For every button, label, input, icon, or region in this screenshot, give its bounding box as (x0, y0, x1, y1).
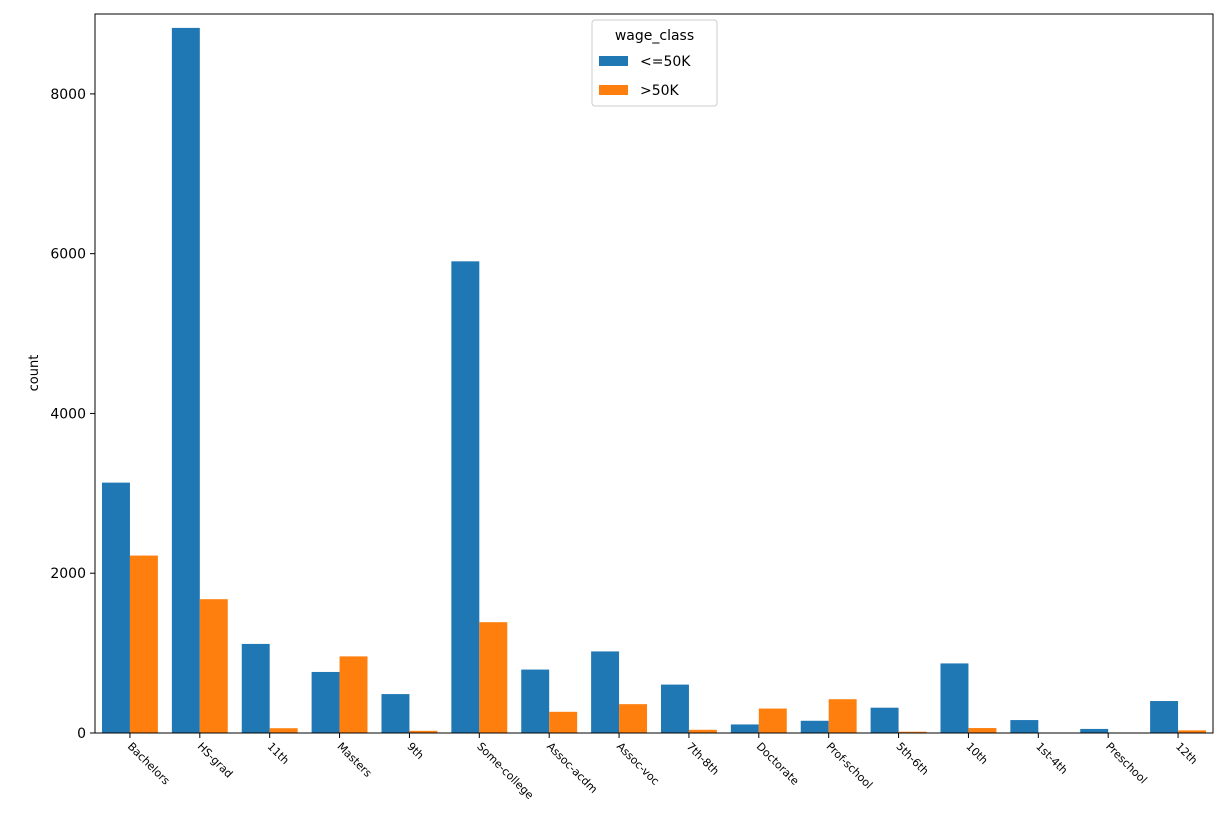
x-tick-label: Doctorate (754, 740, 802, 788)
bar-assoc-acdm-gt50k (549, 711, 578, 733)
x-tick-label: Some-college (474, 740, 536, 802)
bar-11th-gt50k (269, 728, 298, 733)
x-tick-label: Masters (334, 740, 374, 780)
bar-assoc-acdm-le50k (521, 669, 550, 733)
bar-hs-grad-le50k (171, 27, 200, 733)
bar-bachelors-le50k (101, 482, 130, 733)
legend-swatch-gt50k (599, 85, 628, 95)
x-tick-label: 10th (963, 740, 990, 767)
bar-doctorate-le50k (730, 724, 759, 733)
bar-12th-le50k (1150, 701, 1179, 733)
y-tick-label: 8000 (50, 87, 86, 103)
y-tick-label: 6000 (50, 247, 86, 263)
bar-11th-le50k (241, 643, 270, 733)
y-tick-label: 4000 (50, 406, 86, 422)
bar-prof-school-gt50k (828, 699, 857, 733)
legend-frame (591, 19, 718, 107)
legend-swatch-le50k (599, 56, 628, 66)
bar-5th-6th-le50k (870, 707, 899, 733)
bar-5th-6th-gt50k (898, 731, 927, 733)
legend-label-gt50k: >50K (640, 83, 680, 99)
legend-label-le50k: <=50K (640, 54, 691, 70)
x-tick-label: 1st-4th (1033, 740, 1070, 777)
x-tick-label: Prof-school (824, 740, 876, 792)
bar-bachelors-gt50k (129, 555, 158, 733)
bar-masters-gt50k (339, 656, 368, 733)
bar-9th-le50k (381, 694, 410, 733)
bar-10th-le50k (940, 663, 969, 733)
bar-7th-8th-le50k (660, 684, 689, 733)
bar-1st-4th-le50k (1010, 720, 1039, 733)
bar-10th-gt50k (968, 728, 997, 733)
legend: wage_class <=50K >50K (591, 19, 718, 107)
legend-title: wage_class (615, 28, 694, 44)
x-tick-label: 12th (1173, 740, 1200, 767)
plot-frame (94, 13, 1214, 734)
x-tick-label: 9th (404, 740, 426, 762)
x-tick-label: 7th-8th (684, 740, 722, 778)
x-tick-label: Preschool (1103, 740, 1150, 787)
x-tick-label: HS-grad (195, 740, 236, 781)
x-tick-label: Assoc-acdm (544, 740, 600, 796)
bar-masters-le50k (311, 671, 340, 733)
y-axis-label: count (27, 355, 42, 392)
bar-12th-gt50k (1178, 730, 1207, 733)
bar-preschool-le50k (1080, 728, 1109, 733)
x-tick-label: 5th-6th (893, 740, 931, 778)
bar-some-college-le50k (451, 261, 480, 733)
x-tick-label: Assoc-voc (614, 740, 662, 788)
bar-prof-school-le50k (800, 720, 829, 733)
bar-doctorate-gt50k (758, 708, 787, 733)
bar-assoc-voc-gt50k (619, 704, 648, 733)
bar-assoc-voc-le50k (591, 651, 620, 733)
y-tick-label: 2000 (50, 566, 86, 582)
bar-hs-grad-gt50k (199, 599, 228, 733)
bar-some-college-gt50k (479, 622, 508, 733)
x-tick-label: Bachelors (125, 740, 173, 788)
bar-7th-8th-gt50k (688, 729, 717, 733)
x-tick-label: 11th (265, 740, 292, 767)
y-tick-label: 0 (77, 726, 86, 742)
bar-9th-gt50k (409, 730, 438, 733)
bars-layer (101, 27, 1207, 733)
